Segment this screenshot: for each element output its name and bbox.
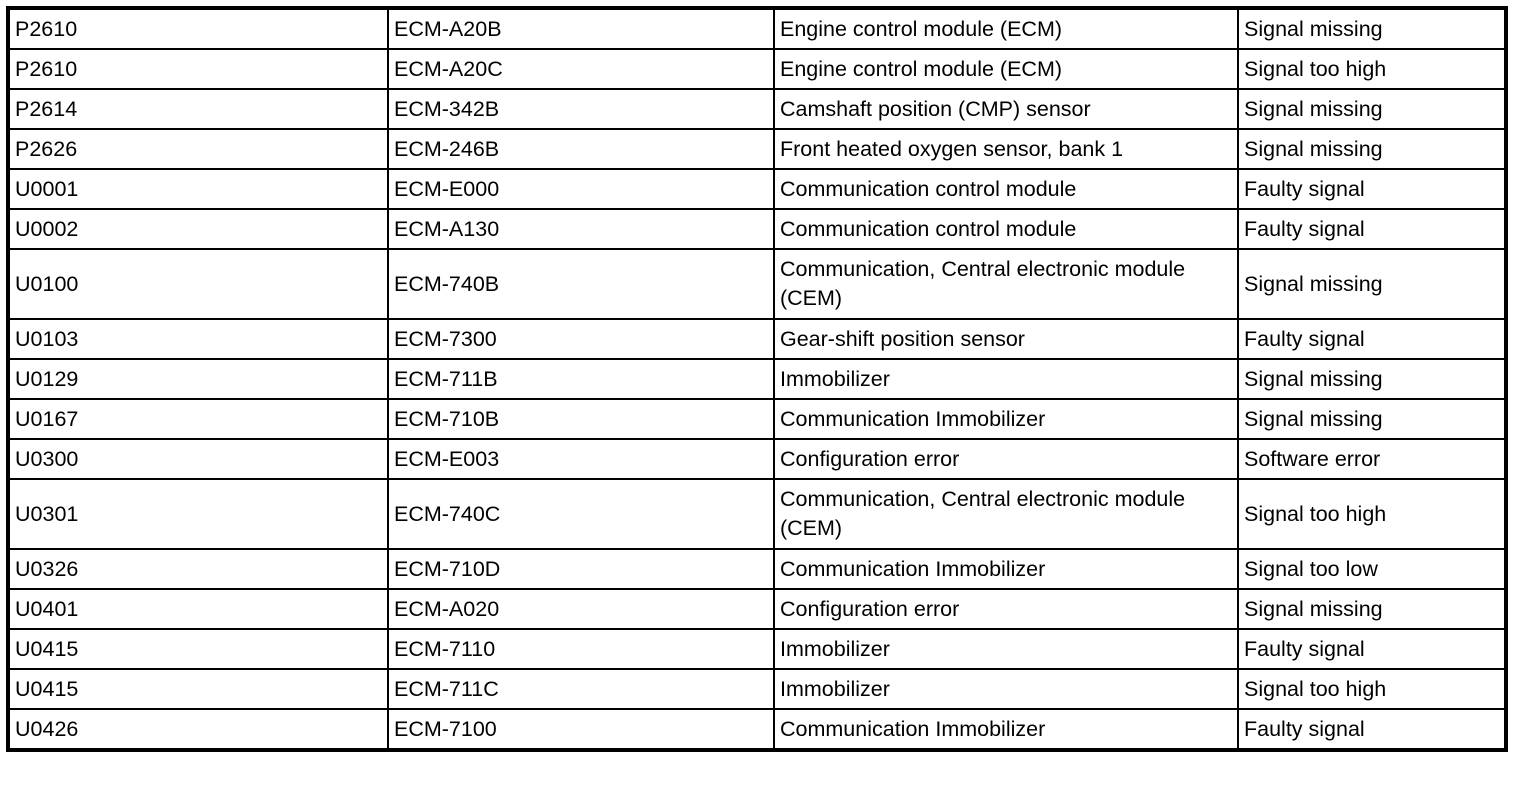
- fault-type-cell: Signal missing: [1237, 7, 1507, 50]
- component-cell: Camshaft position (CMP) sensor: [773, 88, 1239, 130]
- component-cell: Engine control module (ECM): [773, 7, 1239, 50]
- fault-type-cell: Signal missing: [1237, 88, 1507, 130]
- table-row: U0301 ECM-740C Communication, Central elec…: [7, 478, 1507, 550]
- dtc-code-cell: U0129: [7, 358, 389, 400]
- ecm-code-cell: ECM-7100: [387, 708, 775, 751]
- dtc-code-cell: U0300: [7, 438, 389, 480]
- table-row: U0300 ECM-E003 Configuration error Software…: [7, 438, 1507, 480]
- ecm-code-cell: ECM-711B: [387, 358, 775, 400]
- dtc-code-cell: U0002: [7, 208, 389, 250]
- table-row: P2610 ECM-A20B Engine control module (ECM)…: [7, 7, 1507, 50]
- dtc-code-cell: U0326: [7, 548, 389, 590]
- component-cell: Communication, Central electronic module…: [773, 248, 1239, 320]
- component-cell: Immobilizer: [773, 668, 1239, 710]
- table-row: P2610 ECM-A20C Engine control module (ECM)…: [7, 48, 1507, 90]
- component-cell: Communication control module: [773, 208, 1239, 250]
- table-row: U0129 ECM-711B Immobilizer Signal missing: [7, 358, 1507, 400]
- component-cell: Gear-shift position sensor: [773, 318, 1239, 360]
- ecm-code-cell: ECM-A20B: [387, 7, 775, 50]
- dtc-code-cell: U0401: [7, 588, 389, 630]
- component-cell: Communication Immobilizer: [773, 548, 1239, 590]
- dtc-code-cell: U0415: [7, 668, 389, 710]
- component-cell: Engine control module (ECM): [773, 48, 1239, 90]
- fault-type-cell: Faulty signal: [1237, 708, 1507, 751]
- table-row: P2614 ECM-342B Camshaft position (CMP) sen…: [7, 88, 1507, 130]
- table-row: U0401 ECM-A020 Configuration error Signal m…: [7, 588, 1507, 630]
- ecm-code-cell: ECM-E003: [387, 438, 775, 480]
- fault-type-cell: Faulty signal: [1237, 628, 1507, 670]
- table-row: U0415 ECM-711C Immobilizer Signal too high: [7, 668, 1507, 710]
- ecm-code-cell: ECM-740B: [387, 248, 775, 320]
- component-cell: Immobilizer: [773, 628, 1239, 670]
- table-row: U0426 ECM-7100 Communication Immobilizer Fa…: [7, 708, 1507, 751]
- fault-type-cell: Signal too low: [1237, 548, 1507, 590]
- table-row: P2626 ECM-246B Front heated oxygen sensor,…: [7, 128, 1507, 170]
- table-row: U0103 ECM-7300 Gear-shift position sensor F…: [7, 318, 1507, 360]
- ecm-code-cell: ECM-7110: [387, 628, 775, 670]
- fault-type-cell: Signal too high: [1237, 48, 1507, 90]
- component-cell: Front heated oxygen sensor, bank 1: [773, 128, 1239, 170]
- component-cell: Communication Immobilizer: [773, 398, 1239, 440]
- dtc-code-cell: U0167: [7, 398, 389, 440]
- diagnostic-trouble-code-table: P2610 ECM-A20B Engine control module (ECM)…: [6, 6, 1508, 752]
- fault-type-cell: Software error: [1237, 438, 1507, 480]
- ecm-code-cell: ECM-A20C: [387, 48, 775, 90]
- ecm-code-cell: ECM-A130: [387, 208, 775, 250]
- fault-type-cell: Signal missing: [1237, 248, 1507, 320]
- ecm-code-cell: ECM-740C: [387, 478, 775, 550]
- dtc-code-cell: U0415: [7, 628, 389, 670]
- ecm-code-cell: ECM-711C: [387, 668, 775, 710]
- fault-type-cell: Signal too high: [1237, 478, 1507, 550]
- table-body: P2610 ECM-A20B Engine control module (ECM)…: [7, 7, 1507, 751]
- table-row: U0167 ECM-710B Communication Immobilizer Si…: [7, 398, 1507, 440]
- dtc-code-cell: P2626: [7, 128, 389, 170]
- fault-type-cell: Faulty signal: [1237, 318, 1507, 360]
- dtc-code-cell: P2610: [7, 7, 389, 50]
- component-cell: Immobilizer: [773, 358, 1239, 400]
- component-cell: Communication, Central electronic module…: [773, 478, 1239, 550]
- table-row: U0100 ECM-740B Communication, Central elec…: [7, 248, 1507, 320]
- ecm-code-cell: ECM-7300: [387, 318, 775, 360]
- fault-type-cell: Signal missing: [1237, 588, 1507, 630]
- ecm-code-cell: ECM-A020: [387, 588, 775, 630]
- ecm-code-cell: ECM-342B: [387, 88, 775, 130]
- ecm-code-cell: ECM-246B: [387, 128, 775, 170]
- dtc-code-cell: U0301: [7, 478, 389, 550]
- table-row: U0326 ECM-710D Communication Immobilizer Si…: [7, 548, 1507, 590]
- ecm-code-cell: ECM-710B: [387, 398, 775, 440]
- fault-type-cell: Signal missing: [1237, 398, 1507, 440]
- dtc-code-cell: P2610: [7, 48, 389, 90]
- component-cell: Communication Immobilizer: [773, 708, 1239, 751]
- fault-type-cell: Faulty signal: [1237, 168, 1507, 210]
- fault-type-cell: Signal missing: [1237, 128, 1507, 170]
- ecm-code-cell: ECM-710D: [387, 548, 775, 590]
- fault-type-cell: Faulty signal: [1237, 208, 1507, 250]
- ecm-code-cell: ECM-E000: [387, 168, 775, 210]
- table-row: U0415 ECM-7110 Immobilizer Faulty signal: [7, 628, 1507, 670]
- dtc-code-cell: U0100: [7, 248, 389, 320]
- component-cell: Configuration error: [773, 438, 1239, 480]
- dtc-code-cell: U0426: [7, 708, 389, 751]
- table-row: U0001 ECM-E000 Communication control modul…: [7, 168, 1507, 210]
- table-row: U0002 ECM-A130 Communication control modul…: [7, 208, 1507, 250]
- dtc-code-cell: P2614: [7, 88, 389, 130]
- component-cell: Configuration error: [773, 588, 1239, 630]
- component-cell: Communication control module: [773, 168, 1239, 210]
- dtc-code-cell: U0103: [7, 318, 389, 360]
- fault-type-cell: Signal missing: [1237, 358, 1507, 400]
- fault-type-cell: Signal too high: [1237, 668, 1507, 710]
- dtc-code-cell: U0001: [7, 168, 389, 210]
